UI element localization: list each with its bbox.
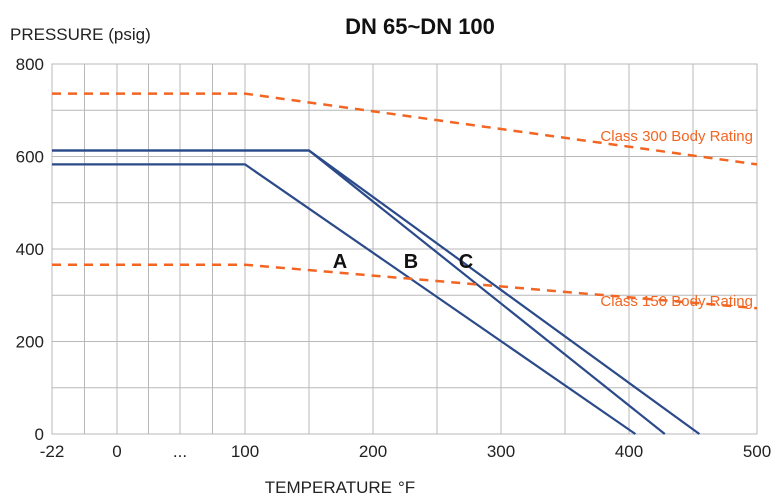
series-labels: A B C Class 300 Body Rating Class 150 Body R…	[333, 128, 753, 310]
series-lines	[52, 92, 758, 435]
x-axis-label: TEMPERATURE	[265, 478, 392, 497]
series-line-a	[52, 163, 637, 435]
series-label-c: C	[459, 251, 473, 273]
x-tick-labels: -22 0... 100 200 300 400 500	[40, 442, 771, 461]
y-tick-label: 200	[16, 333, 44, 352]
series-label-class-150-body-rating: Class 150 Body Rating	[600, 293, 753, 310]
x-tick-label: 500	[743, 442, 771, 461]
x-tick-label: ...	[173, 442, 187, 461]
series-label-b: B	[404, 251, 418, 273]
series-line-c	[52, 149, 701, 435]
x-tick-label: 0	[112, 442, 121, 461]
series-line-class-300-body-rating	[52, 92, 758, 166]
y-axis-label: PRESSURE (psig)	[10, 25, 151, 44]
x-axis-unit: °F	[398, 478, 415, 497]
y-tick-label: 400	[16, 240, 44, 259]
grid	[51, 63, 758, 435]
y-tick-label: 600	[16, 148, 44, 167]
x-tick-label: 200	[359, 442, 387, 461]
x-tick-label: 100	[231, 442, 259, 461]
plot-frame	[51, 63, 758, 435]
x-tick-label: -22	[40, 442, 65, 461]
series-label-class-300-body-rating: Class 300 Body Rating	[600, 128, 753, 145]
series-label-a: A	[333, 251, 347, 273]
y-tick-label: 800	[16, 55, 44, 74]
chart-title: DN 65~DN 100	[345, 14, 495, 39]
y-tick-labels: 0 200 400 600 800	[16, 55, 44, 444]
x-tick-label: 400	[615, 442, 643, 461]
y-tick-label: 0	[35, 425, 44, 444]
x-tick-label: 300	[487, 442, 515, 461]
series-line-class-150-body-rating	[52, 263, 758, 310]
